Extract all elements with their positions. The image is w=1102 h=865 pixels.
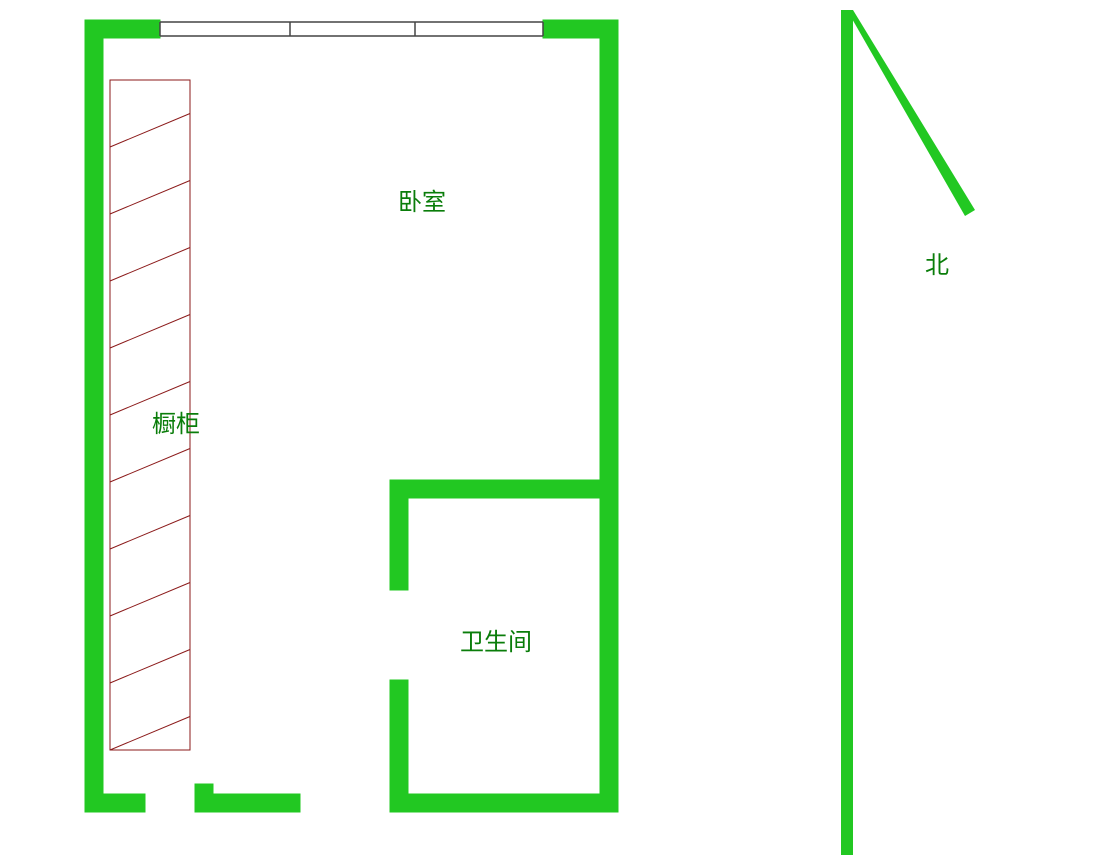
bathroom-wall-0 xyxy=(390,480,600,498)
label-cabinet: 橱柜 xyxy=(152,411,200,438)
label-bedroom: 卧室 xyxy=(398,189,446,216)
outer-wall-2 xyxy=(85,20,103,812)
outer-wall-6 xyxy=(390,794,618,812)
outer-wall-4 xyxy=(85,794,145,812)
bathroom-wall-2 xyxy=(390,680,408,812)
outer-wall-7 xyxy=(195,784,213,812)
label-bathroom: 卫生间 xyxy=(460,629,532,656)
outer-wall-3 xyxy=(600,20,618,812)
label-north: 北 xyxy=(925,252,949,279)
window xyxy=(160,22,543,36)
north-arrow xyxy=(841,10,975,855)
bathroom-wall-1 xyxy=(390,480,408,590)
floorplan-canvas: 卧室橱柜卫生间 北 xyxy=(0,0,1102,865)
